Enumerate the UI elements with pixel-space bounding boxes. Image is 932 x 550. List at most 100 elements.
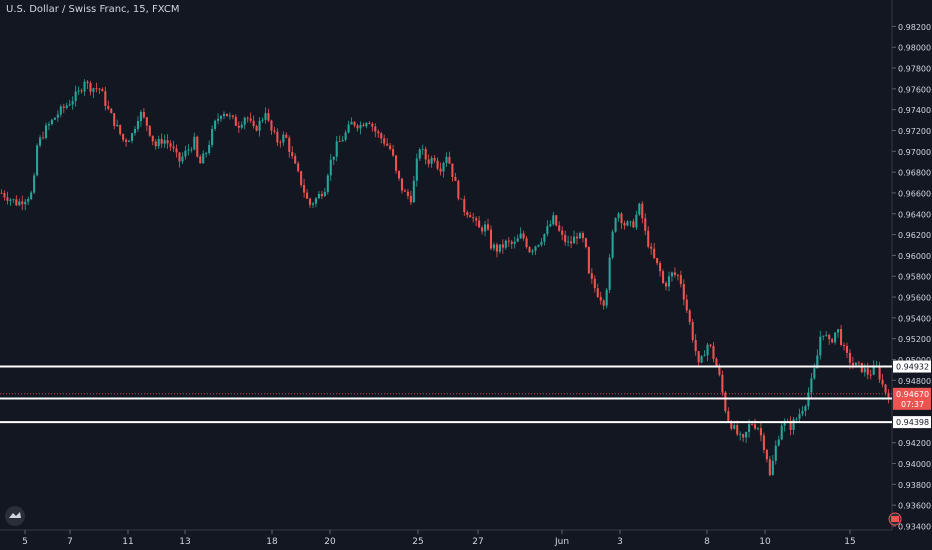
x-tick-label: 27 [472, 537, 483, 547]
price-countdown-label: 07:37 [901, 400, 924, 409]
candle-body [291, 151, 294, 157]
candle-body [756, 428, 760, 430]
candle-body [133, 129, 137, 134]
candle-body [860, 362, 863, 373]
candle-body [279, 142, 282, 144]
candle-body [798, 414, 801, 419]
candle-body [706, 344, 709, 356]
candle-body [222, 113, 226, 117]
candle-body [662, 271, 665, 283]
candle-body [184, 150, 187, 157]
candle-body [267, 113, 270, 121]
candle-body [727, 411, 730, 422]
candle-body [282, 134, 285, 143]
candle-body [854, 362, 857, 366]
candle-body [567, 241, 570, 243]
candle-body [442, 163, 445, 172]
y-tick-label: 0.96400 [898, 210, 931, 219]
candle-body [676, 274, 679, 276]
candle-body [804, 406, 807, 411]
candle-body [863, 368, 866, 373]
candle-body [294, 156, 297, 164]
candle-body [374, 126, 377, 132]
candle-body [516, 238, 519, 242]
candle-body [581, 233, 584, 239]
candle-body [270, 120, 273, 131]
candle-body [593, 278, 596, 289]
candle-body [543, 233, 546, 242]
candle-body [202, 153, 205, 164]
y-tick-label: 0.97400 [898, 106, 931, 115]
candle-body [590, 273, 593, 279]
candle-body [525, 238, 528, 248]
candle-body [721, 374, 724, 393]
candle-body [884, 384, 887, 393]
candle-body [828, 335, 831, 340]
candle-body [834, 332, 837, 343]
candle-body [762, 435, 765, 450]
candle-body [433, 157, 436, 161]
candle-body [110, 108, 113, 114]
candle-body [406, 191, 409, 196]
candle-body [3, 193, 6, 198]
candle-body [555, 215, 558, 226]
candle-body [27, 199, 30, 202]
tradingview-logo-icon[interactable] [5, 506, 25, 526]
candle-body [667, 276, 671, 287]
candle-body [380, 133, 383, 139]
candle-body [694, 340, 697, 352]
candle-body [771, 460, 774, 476]
candle-body [323, 191, 326, 197]
candle-body [753, 424, 757, 429]
candle-body [92, 88, 95, 92]
candle-body [478, 220, 481, 228]
candle-body [389, 145, 392, 150]
candle-body [679, 275, 682, 285]
candle-body [848, 352, 851, 363]
candle-body [489, 229, 493, 249]
candle-body [237, 125, 240, 128]
candle-body [362, 124, 365, 127]
candle-body [18, 201, 21, 206]
y-tick-label: 0.94200 [898, 439, 931, 448]
candle-body [264, 113, 267, 120]
candle-body [89, 83, 92, 92]
candle-body [457, 180, 460, 199]
candle-body [670, 272, 673, 277]
candle-body [736, 425, 739, 435]
y-tick-label: 0.93400 [898, 523, 931, 532]
candle-body [504, 240, 507, 248]
candle-body [481, 227, 484, 232]
candle-body [21, 201, 24, 205]
candle-body [745, 431, 748, 438]
candle-body [475, 218, 478, 221]
x-tick-label: 20 [324, 537, 336, 547]
candle-body [386, 143, 389, 146]
candle-body [350, 121, 353, 125]
candle-body [664, 282, 668, 287]
current-price-label: 0.94670 [896, 390, 929, 399]
candle-body [549, 224, 552, 227]
candle-body [840, 329, 843, 345]
x-tick-label: 8 [704, 537, 710, 547]
candle-body [718, 366, 721, 375]
candle-body [320, 193, 323, 197]
y-tick-label: 0.97800 [898, 65, 931, 74]
level-label: 0.94398 [896, 418, 929, 427]
candle-body [341, 139, 344, 142]
candle-body [368, 122, 371, 124]
candle-body [709, 344, 712, 346]
candle-body [629, 221, 632, 223]
candle-body [178, 152, 181, 162]
candle-body [697, 351, 700, 363]
candle-body [510, 241, 513, 244]
candle-body [365, 122, 368, 127]
candle-body [107, 106, 110, 109]
candle-body [780, 425, 783, 440]
candle-body [273, 130, 276, 132]
candle-body [6, 197, 9, 201]
candle-body [395, 155, 398, 171]
symbol-title[interactable]: U.S. Dollar / Swiss Franc, 15, FXCM [6, 4, 180, 15]
y-tick-label: 0.95200 [898, 335, 931, 344]
